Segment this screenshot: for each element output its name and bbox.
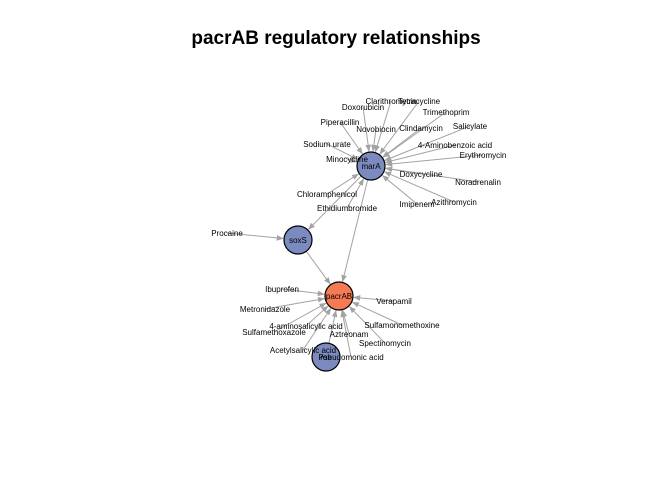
- node-label-pseudomonic-acid: Pseudomonic acid: [318, 353, 383, 362]
- diagram-title: pacrAB regulatory relationships: [191, 28, 481, 49]
- edge-erythromycin-to-marA: [385, 154, 484, 167]
- node-label-acetylsalicylic-acid: Acetylsalicylic acid: [270, 346, 336, 355]
- edge-procaine-to-soxS: [226, 232, 284, 241]
- node-label-metronidazole: Metronidazole: [240, 305, 291, 314]
- node-label-marA: marA: [361, 162, 381, 171]
- node-label-ibuprofen: Ibuprofen: [265, 285, 299, 294]
- edge-ethidiumbromide-to-marA: [346, 178, 364, 209]
- node-soxS: [283, 225, 313, 255]
- edge-noradrenalin-to-marA: [385, 166, 479, 183]
- node-label-doxycycline: Doxycycline: [400, 170, 443, 179]
- edge-pseudomonic-acid-to-pacrAB: [340, 310, 352, 358]
- edge-azithromycin-to-marA: [384, 171, 455, 203]
- edge-clindamycin-to-marA: [382, 127, 422, 158]
- node-rob: [311, 342, 341, 372]
- edge-clarithromycin-to-marA: [374, 100, 392, 153]
- edge-novobiocin-to-marA: [371, 128, 377, 152]
- edge-metronidazole-to-pacrAB: [264, 296, 325, 310]
- node-label-clarithromycin: Clarithromycin: [365, 97, 416, 106]
- node-label-azithromycin: Azithromycin: [431, 198, 477, 207]
- node-label-sulfamethoxazole: Sulfamethoxazole: [242, 328, 306, 337]
- node-marA: [356, 151, 386, 181]
- edge-marA-to-pacrAB: [341, 179, 369, 283]
- node-label-aztreonam: Aztreonam: [330, 330, 369, 339]
- edge-4-aminosalicylic-acid-to-pacrAB: [305, 305, 329, 327]
- node-label-novobiocin: Novobiocin: [356, 125, 396, 134]
- node-label-imipenem: Imipenem: [399, 200, 434, 209]
- node-label-salicylate: Salicylate: [453, 122, 488, 131]
- edge-acetylsalicylic-acid-to-pacrAB: [302, 307, 332, 351]
- node-label-trimethoprim: Trimethoprim: [423, 108, 470, 117]
- node-label-pacrAB: pacrAB: [326, 292, 352, 301]
- edge-sulfamonomethoxine-to-pacrAB: [351, 301, 403, 326]
- edge-trimethoprim-to-marA: [382, 111, 447, 158]
- node-label-clindamycin: Clindamycin: [399, 124, 443, 133]
- node-label-4-aminobenzoic-acid: 4-Aminobenzoic acid: [418, 141, 492, 150]
- edge-chloramphenicol-to-marA: [326, 173, 359, 195]
- node-label-sodium-urate: Sodium urate: [303, 140, 351, 149]
- edge-verapamil-to-pacrAB: [353, 295, 395, 302]
- node-label-doxorubicin: Doxorubicin: [342, 103, 384, 112]
- node-label-minocycline: Minocycline: [326, 155, 368, 164]
- edge-doxorubicin-to-marA: [362, 106, 371, 152]
- edge-spectinomycin-to-pacrAB: [349, 306, 386, 344]
- edge-minocycline-to-marA: [346, 157, 358, 163]
- node-label-4-aminosalicylic-acid: 4-aminosalicylic acid: [269, 322, 342, 331]
- edge-sodium-urate-to-marA: [326, 143, 359, 160]
- edge-piperacillin-to-marA: [339, 121, 363, 155]
- node-label-soxS: soxS: [289, 236, 307, 245]
- edges-layer: [226, 100, 484, 358]
- node-label-erythromycin: Erythromycin: [460, 151, 507, 160]
- edge-soxS-to-pacrAB: [305, 251, 331, 285]
- node-label-ethidiumbromide: Ethidiumbromide: [317, 204, 378, 213]
- node-label-procaine: Procaine: [211, 229, 243, 238]
- node-label-tetracycline: Tetracycline: [398, 97, 441, 106]
- node-label-spectinomycin: Spectinomycin: [359, 339, 411, 348]
- nodes-layer: marA soxS pacrAB rob: [283, 151, 386, 372]
- node-label-sulfamonomethoxine: Sulfamonomethoxine: [364, 321, 440, 330]
- edge-sulfamethoxazole-to-pacrAB: [273, 302, 327, 333]
- node-label-piperacillin: Piperacillin: [321, 118, 360, 127]
- node-label-rob: rob: [320, 353, 332, 362]
- edge-salicylate-to-marA: [384, 125, 471, 161]
- edge-marA-to-soxS: [308, 175, 362, 230]
- node-pacrAB: [324, 281, 354, 311]
- edge-4-aminobenzoic-acid-to-marA: [384, 144, 456, 164]
- edge-ibuprofen-to-pacrAB: [281, 288, 325, 297]
- node-label-chloramphenicol: Chloramphenicol: [297, 190, 357, 199]
- node-label-verapamil: Verapamil: [376, 297, 412, 306]
- edge-tetracycline-to-marA: [379, 100, 420, 155]
- edge-imipenem-to-marA: [382, 175, 418, 205]
- edge-rob-to-pacrAB: [328, 309, 338, 344]
- node-label-noradrenalin: Noradrenalin: [455, 178, 501, 187]
